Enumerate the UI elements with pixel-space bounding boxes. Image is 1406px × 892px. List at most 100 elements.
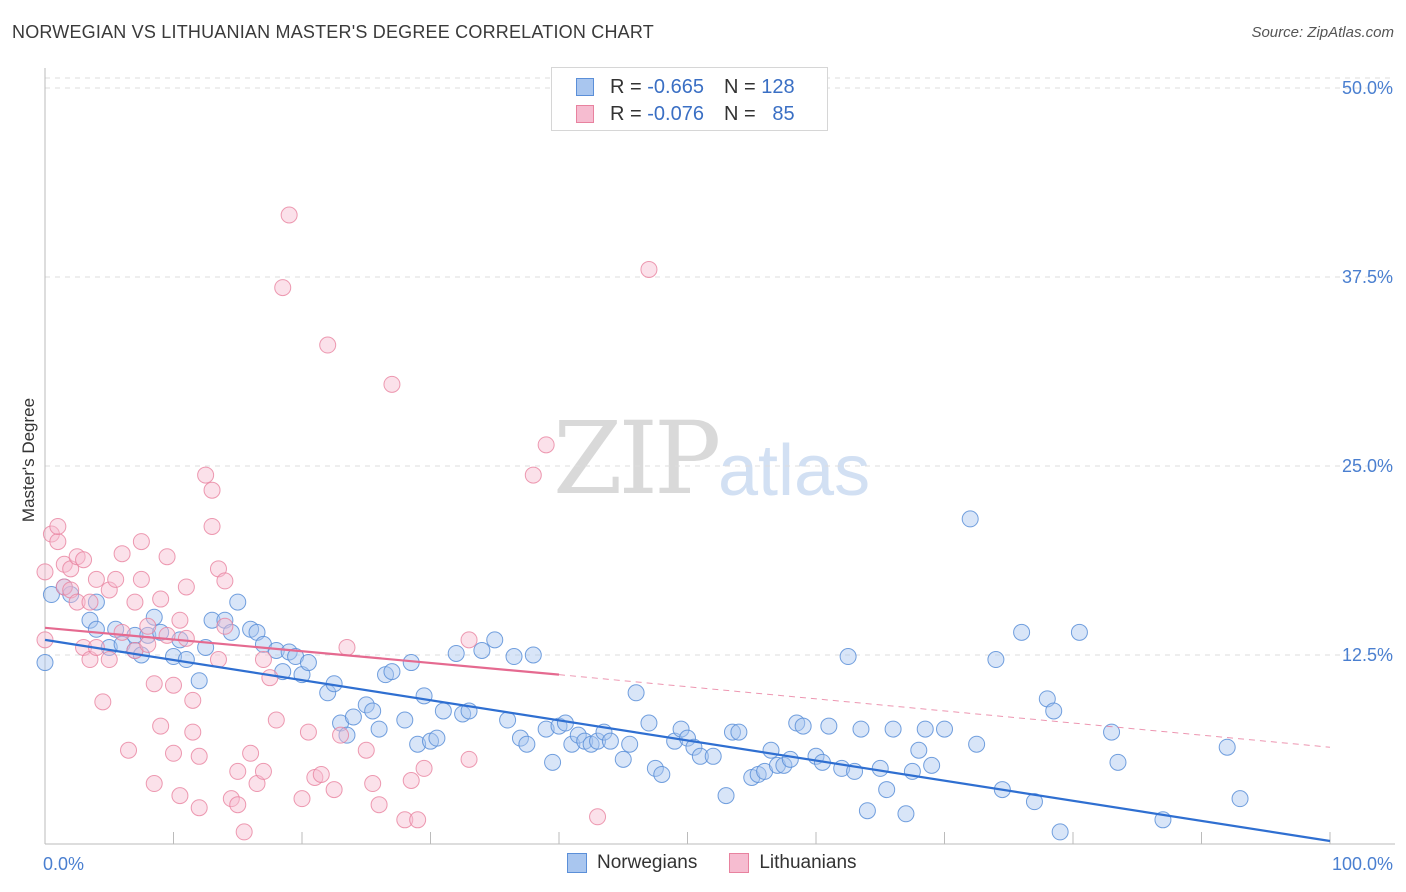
norwegian-point — [910, 741, 928, 759]
r-label: R = — [610, 75, 642, 98]
norwegian-point — [499, 711, 517, 729]
lithuanian-point — [409, 811, 427, 829]
norwegian-point — [338, 726, 356, 744]
n-label: N = — [723, 102, 756, 125]
norwegian-point — [730, 723, 748, 741]
norwegian-point — [486, 631, 504, 649]
lithuanian-point — [75, 551, 93, 569]
lithuanian-point — [254, 651, 272, 669]
norwegian-point — [936, 720, 953, 738]
norwegian-point — [1045, 702, 1063, 720]
lithuanian-point — [100, 651, 118, 669]
lithuanian-point — [49, 533, 67, 551]
lithuanian-point — [190, 747, 208, 765]
lithuanian-swatch — [729, 853, 750, 873]
norwegian-point — [589, 732, 607, 750]
lithuanian-point — [68, 593, 86, 611]
lithuanian-point — [184, 691, 202, 709]
lithuanian-point — [370, 796, 388, 814]
watermark-atlas: atlas — [718, 431, 871, 511]
lithuanian-point — [184, 723, 202, 741]
lithuanian-point — [293, 790, 311, 808]
norwegian-point — [428, 729, 446, 747]
lithuanian-point — [299, 723, 317, 741]
lithuanian-trend-extension — [558, 674, 1331, 748]
norwegian-point — [524, 646, 542, 664]
stats-legend: R = -0.665 N = 128 R = -0.076 N = 85 — [551, 67, 828, 131]
norwegian-point — [544, 753, 562, 771]
norwegian-point — [762, 741, 780, 759]
lithuanian-point — [152, 590, 170, 608]
x-tick-label: 100.0% — [1332, 854, 1393, 874]
norwegian-point — [1218, 738, 1236, 756]
norwegian-point — [518, 735, 536, 753]
lithuanian-point — [396, 811, 414, 829]
norwegian-point — [717, 787, 735, 805]
norwegian-point — [923, 756, 941, 774]
lithuanian-point — [524, 466, 542, 484]
tick-labels: 12.5% 25.0% 37.5% 50.0% 0.0% 100.0% — [43, 78, 1393, 874]
norwegian-point — [884, 720, 902, 738]
lithuanian-point — [267, 711, 285, 729]
lithuanian-point — [171, 611, 189, 629]
norwegian-point — [685, 738, 703, 756]
lithuanian-point — [81, 593, 99, 611]
norwegian-points — [36, 510, 1249, 841]
lithuanian-point — [383, 375, 401, 393]
y-tick-label: 37.5% — [1342, 267, 1393, 287]
lithuanian-point — [415, 759, 433, 777]
lithuanian-point — [145, 675, 163, 693]
norwegian-point — [299, 654, 317, 672]
watermark-zip: ZIP — [553, 400, 721, 517]
norwegian-point — [569, 726, 587, 744]
lithuanian-point — [229, 796, 247, 814]
legend-item-norwegians[interactable]: Norwegians — [567, 852, 697, 874]
lithuanian-point — [589, 808, 607, 826]
lithuanian-point — [158, 626, 176, 644]
axes — [44, 68, 1395, 845]
lithuanian-point — [312, 765, 330, 783]
norwegian-point — [852, 720, 870, 738]
lithuanian-point — [152, 717, 170, 735]
norwegian-point — [537, 720, 555, 738]
norwegian-point — [781, 750, 799, 768]
norwegian-trend-line — [44, 638, 1331, 843]
lithuanian-point — [537, 436, 555, 454]
norwegian-point — [177, 651, 195, 669]
norwegian-point — [1231, 790, 1249, 808]
norwegian-point — [601, 732, 619, 750]
norwegian-point — [511, 729, 529, 747]
y-tick-label: 12.5% — [1342, 645, 1393, 665]
lithuanian-point — [280, 206, 298, 224]
norwegian-point — [1070, 623, 1088, 641]
lithuanian-point — [216, 572, 234, 590]
norwegian-point — [653, 765, 671, 783]
lithuanian-point — [640, 260, 658, 278]
lithuanian-point — [274, 279, 292, 297]
norwegian-point — [434, 702, 452, 720]
norwegian-point — [916, 720, 934, 738]
norwegian-point — [640, 714, 658, 732]
lithuanian-point — [242, 744, 260, 762]
lithuanian-point — [171, 787, 189, 805]
lithuanian-point — [229, 762, 247, 780]
norwegian-point — [723, 723, 741, 741]
norwegian-point — [42, 586, 60, 604]
norwegian-point — [794, 717, 812, 735]
lithuanian-point — [87, 570, 105, 588]
norwegian-point — [563, 735, 581, 753]
legend-item-lithuanians[interactable]: Lithuanians — [729, 852, 857, 874]
lithuanian-point — [126, 593, 144, 611]
norwegian-point — [704, 747, 722, 765]
norwegian-point — [344, 708, 362, 726]
norwegian-point — [621, 735, 639, 753]
norwegian-point — [871, 759, 889, 777]
lithuanian-point — [197, 466, 215, 484]
n-label: N = — [723, 75, 756, 98]
trend-lines — [44, 626, 1331, 843]
lithuanian-point — [113, 545, 131, 563]
norwegian-point — [396, 711, 414, 729]
y-tick-label: 25.0% — [1342, 456, 1393, 476]
lithuanian-point — [325, 781, 343, 799]
norwegian-point — [672, 720, 690, 738]
